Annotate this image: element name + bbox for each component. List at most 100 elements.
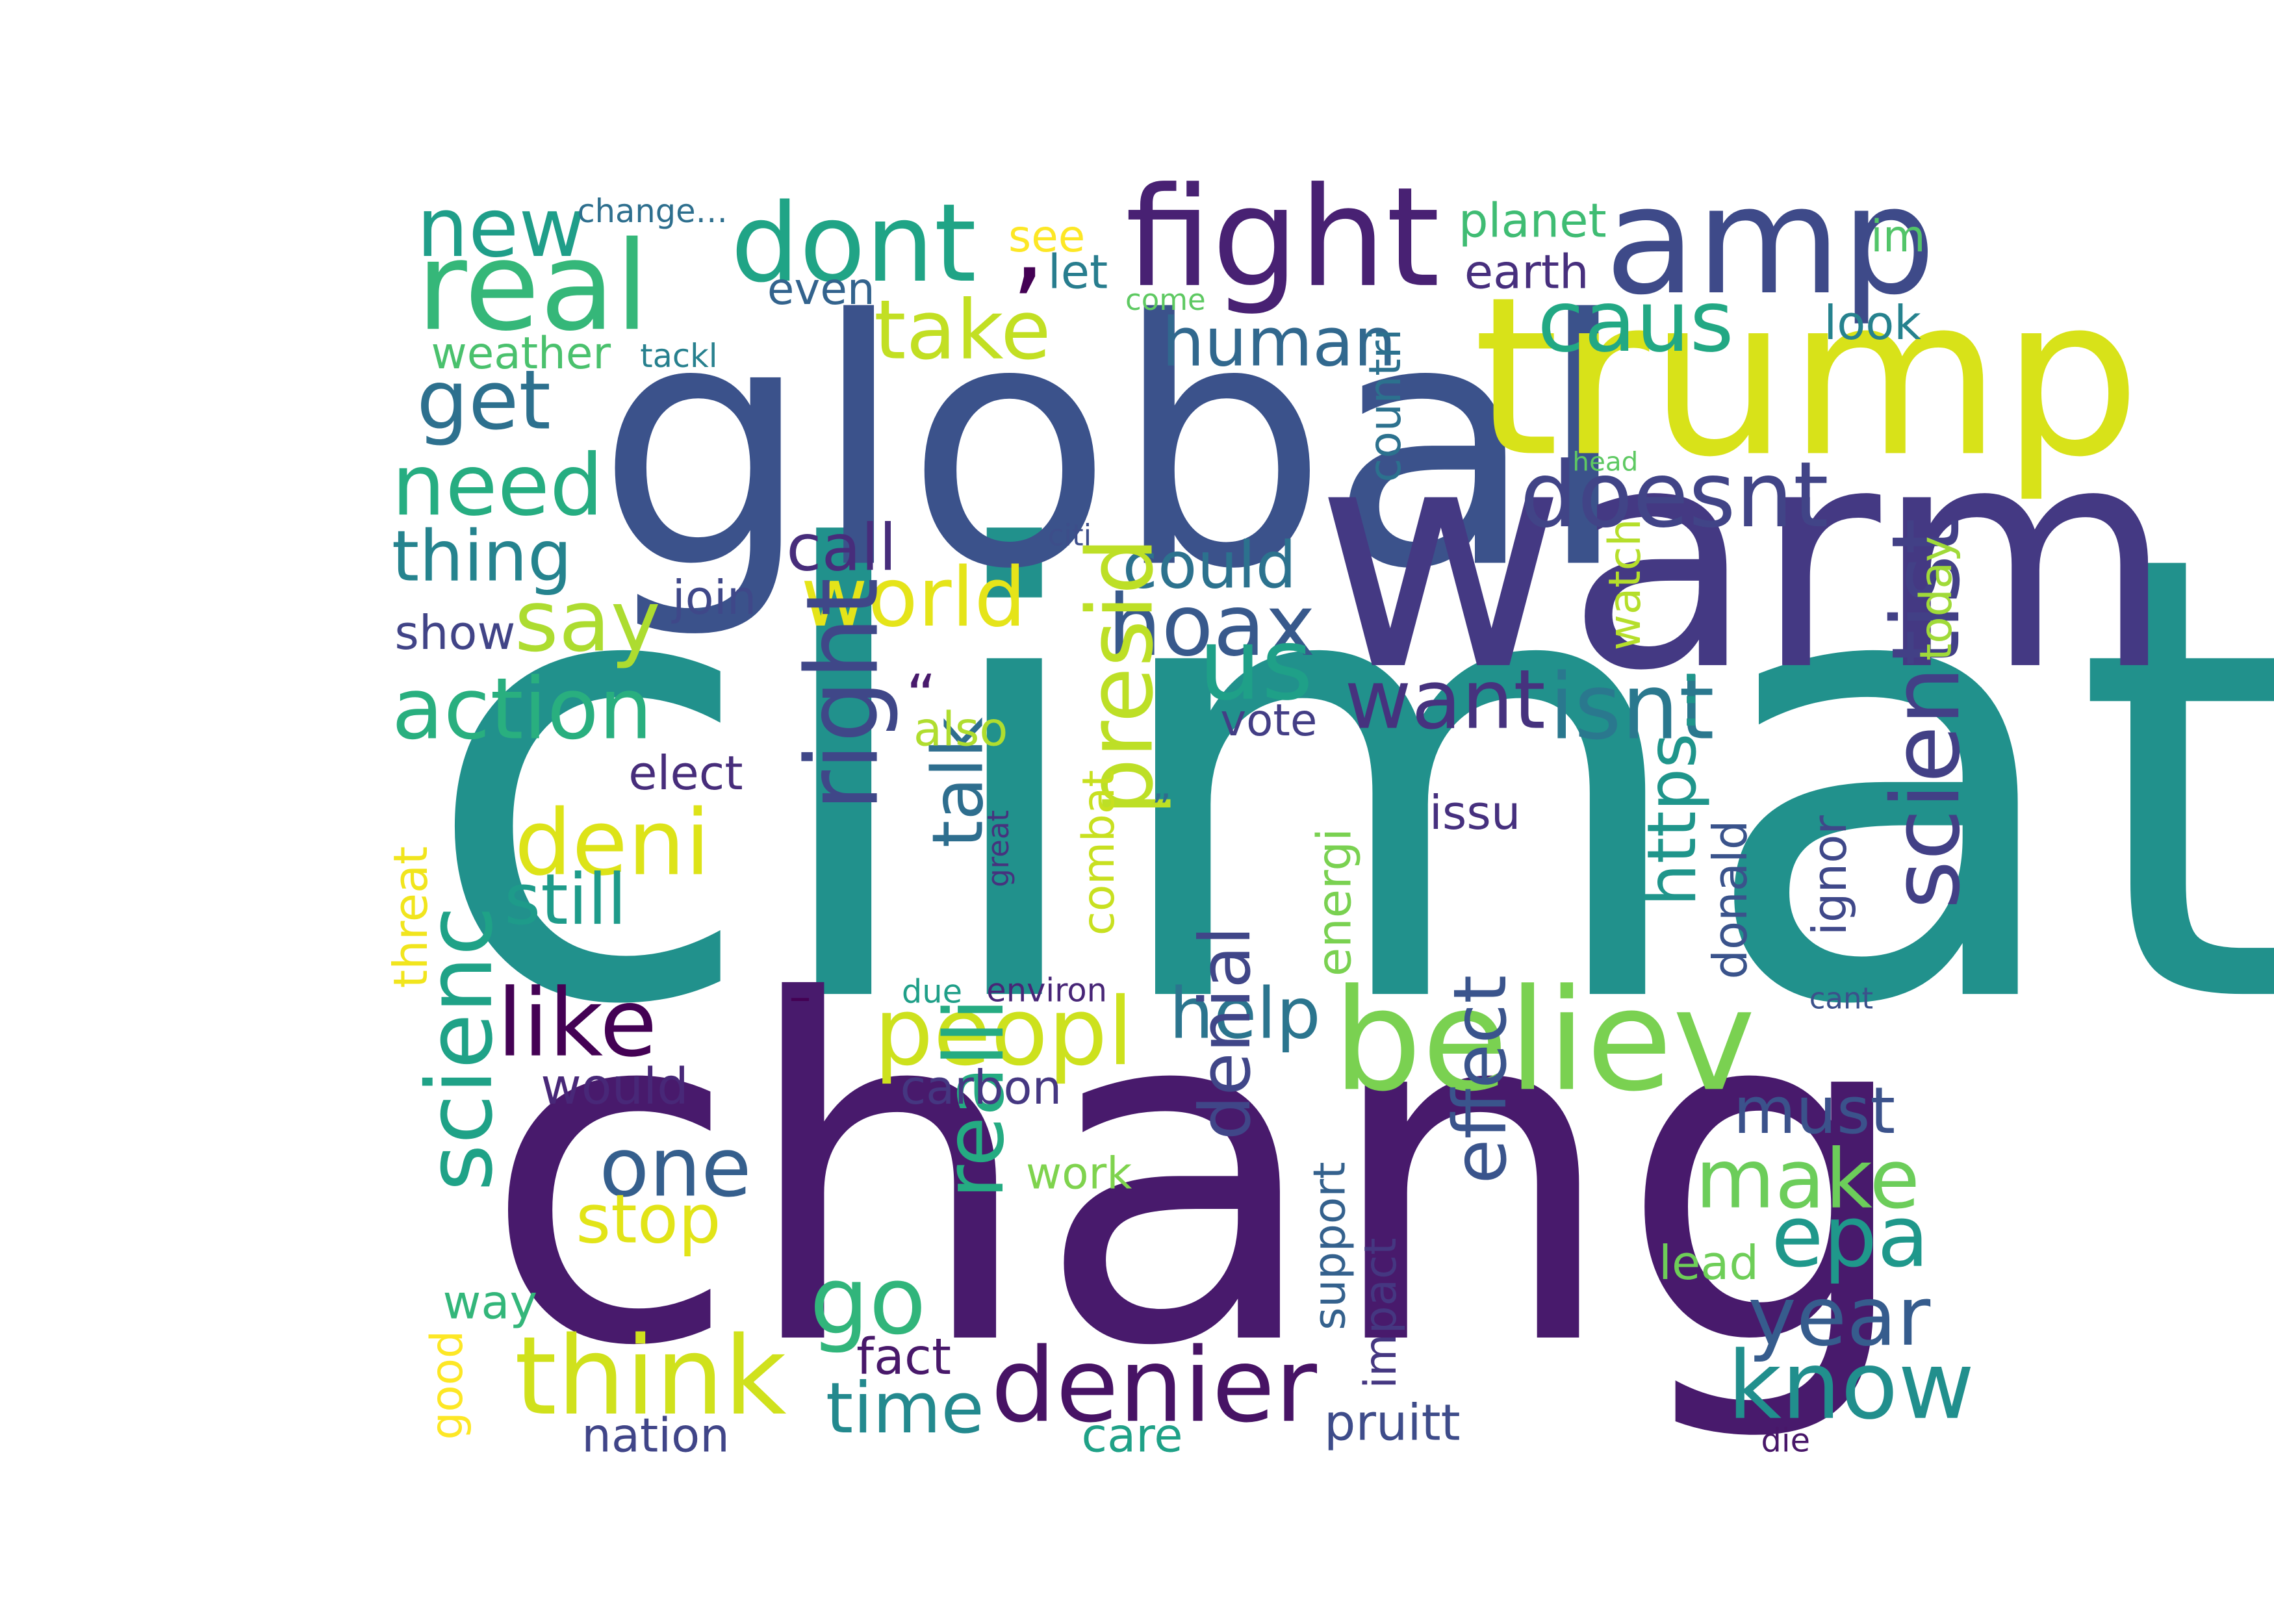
word-cloud-word: human [1162, 304, 1396, 382]
word-cloud-word: cant [1809, 982, 1873, 1016]
word-cloud-word: “ [906, 663, 937, 731]
word-cloud-word: also [913, 702, 1008, 757]
word-cloud-word: combat [1073, 770, 1124, 935]
word-cloud-word: lead [1659, 1236, 1759, 1290]
word-cloud-word: trump [1473, 250, 2141, 505]
word-cloud-word: citi [1048, 518, 1092, 552]
word-cloud-word: let [1048, 244, 1108, 299]
word-cloud-word: make [1695, 1132, 1920, 1227]
word-cloud-word: ” [1151, 787, 1171, 831]
word-cloud-word: denier [991, 1326, 1317, 1445]
word-cloud-word: believ [1333, 959, 1756, 1122]
word-cloud-word: would [541, 1058, 689, 1116]
word-cloud-word: die [1761, 1421, 1810, 1459]
word-cloud-word: presid [1068, 537, 1173, 816]
word-cloud-word: watch [1599, 518, 1650, 650]
word-cloud-word: call [786, 511, 897, 586]
word-cloud-word: fact [856, 1328, 951, 1386]
word-cloud-word: want [1344, 652, 1545, 748]
word-cloud-word: warm [1315, 381, 2174, 738]
word-cloud-word: isnt [1549, 654, 1714, 759]
word-cloud-word: great [981, 810, 1016, 887]
word-cloud-word: help [1169, 974, 1320, 1055]
word-cloud-word: real [416, 215, 649, 358]
word-cloud-word: effect [1438, 975, 1523, 1184]
word-cloud-word: think [515, 1313, 787, 1440]
word-cloud-word: climat [421, 424, 2274, 1139]
word-cloud-word: https… [1633, 666, 1711, 906]
word-cloud-word: know [1728, 1331, 1974, 1440]
word-cloud-word: – [789, 971, 811, 1022]
word-cloud-word: right [786, 577, 901, 811]
word-cloud-word: time [826, 1368, 984, 1449]
word-cloud-word: planet [1459, 194, 1607, 248]
word-cloud-word: today [1910, 536, 1961, 661]
word-cloud-word: need [392, 436, 604, 535]
word-cloud-word: epa [1771, 1187, 1929, 1286]
word-cloud-word: amp [1605, 155, 1936, 328]
word-cloud-word: one [599, 1120, 751, 1215]
word-cloud-word: take [874, 282, 1051, 377]
word-cloud-word: scienc [407, 906, 513, 1191]
word-cloud-word: head [1572, 446, 1638, 477]
word-cloud-word: us [1198, 607, 1313, 723]
word-cloud-word: hoax [1108, 576, 1316, 675]
word-cloud-word: action [392, 659, 653, 758]
word-cloud-word: vote [1220, 694, 1317, 746]
word-cloud-word: show [394, 605, 515, 660]
word-cloud-word: denial [1185, 926, 1266, 1141]
word-cloud-word: world [801, 550, 1027, 645]
word-cloud-word: chang [482, 904, 1915, 1448]
word-cloud-word: care [1082, 1408, 1183, 1462]
word-cloud-word: go [810, 1246, 926, 1355]
word-cloud-word: could [1123, 529, 1297, 603]
word-cloud-word: get [416, 352, 551, 448]
word-cloud-word: dont [731, 181, 977, 307]
word-cloud-word: , [1012, 181, 1046, 307]
word-cloud-word: stop [576, 1181, 721, 1259]
word-cloud-word: carbon [901, 1060, 1062, 1115]
word-cloud-word: countri [1359, 329, 1411, 483]
word-cloud-word: change… [577, 192, 728, 230]
word-cloud-word: work [1026, 1147, 1132, 1199]
word-cloud-word: still [504, 859, 627, 941]
word-cloud-word: im [1871, 210, 1925, 262]
word-cloud-word: peopl [874, 977, 1133, 1086]
word-cloud-word: scientist [1871, 518, 1980, 909]
word-cloud-word: like [497, 969, 658, 1078]
word-cloud-word: nation [581, 1408, 730, 1462]
word-cloud-word: tackl [640, 337, 717, 375]
word-cloud-word: even [767, 263, 875, 314]
word-cloud-word: thing [392, 516, 572, 597]
word-cloud-word: way [443, 1275, 538, 1330]
word-cloud-word: realli [926, 998, 1022, 1199]
word-cloud-word: elect [628, 746, 743, 800]
word-cloud-word: threat [383, 846, 438, 989]
word-cloud-word: pruitt [1324, 1394, 1461, 1452]
word-cloud-word: earth [1464, 244, 1589, 299]
word-cloud-word: impact [1355, 1237, 1406, 1388]
word-cloud-word: due [902, 973, 962, 1011]
word-cloud-word: deni [515, 791, 710, 896]
word-cloud-word: good [421, 1330, 472, 1440]
word-cloud-word: say [515, 572, 661, 670]
word-cloud-word: look [1824, 296, 1921, 350]
word-cloud-word: global [596, 249, 1631, 643]
word-cloud-word: fight [1125, 158, 1440, 318]
word-cloud-word: weather [431, 327, 611, 379]
word-cloud-word: new [416, 180, 585, 275]
word-cloud-word: energi [1307, 828, 1361, 976]
word-cloud-word: ignor [1802, 815, 1857, 935]
word-cloud-word: talk [918, 717, 999, 848]
word-cloud-word: come [1125, 283, 1206, 317]
word-cloud-word: caus [1537, 272, 1733, 371]
word-cloud-word: environ [986, 971, 1107, 1009]
word-cloud-word: issu [1429, 785, 1521, 840]
word-cloud-word: see [1008, 210, 1085, 262]
word-cloud-word: doesnt [1520, 442, 1828, 548]
word-cloud-word: donald [1703, 820, 1757, 979]
word-cloud-word: year [1748, 1269, 1930, 1364]
word-cloud-word: must [1733, 1074, 1895, 1148]
